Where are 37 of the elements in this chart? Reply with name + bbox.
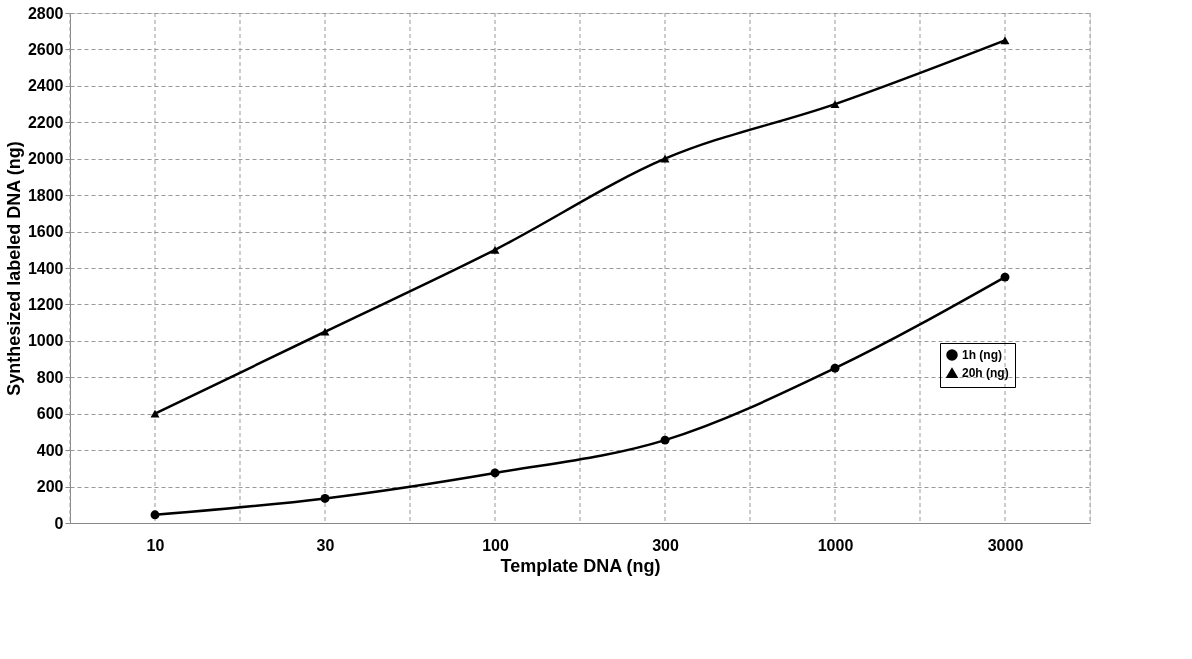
point (320, 493, 330, 503)
y-tick-label: 200 (36, 478, 64, 496)
x-tick-label: 300 (652, 536, 679, 554)
y-tick-label: 0 (54, 514, 64, 532)
point (320, 327, 330, 336)
point (1000, 36, 1010, 45)
x-tick-label: 100 (482, 536, 509, 554)
y-tick-label: 2600 (27, 40, 64, 58)
x-tick-label: 1000 (817, 536, 854, 554)
point (490, 245, 500, 254)
point (150, 510, 160, 520)
x-tick-label: 30 (316, 536, 335, 554)
y-tick-label: 1400 (27, 259, 64, 277)
y-tick-label: 1200 (27, 295, 64, 313)
point (830, 100, 840, 108)
x-tick-label: 10 (146, 536, 165, 554)
y-tick-label: 600 (36, 405, 64, 423)
y-tick-label: 400 (36, 441, 64, 459)
y-tick-label: 2800 (27, 4, 64, 22)
y-tick-label: 1000 (27, 332, 64, 350)
point (830, 363, 840, 373)
y-tick-label: 2000 (27, 150, 64, 168)
y-tick-label: 1600 (27, 223, 64, 241)
y-tick-label: 2400 (27, 77, 64, 95)
x-tick-label: 3000 (987, 536, 1024, 554)
point (1000, 272, 1010, 282)
point (660, 154, 670, 163)
legend-label: 20h (ng) (962, 366, 1009, 380)
point (150, 409, 160, 418)
y-axis-title: Synthesized labeled DNA (ng) (3, 141, 24, 396)
point (490, 468, 500, 478)
x-axis-title: Template DNA (ng) (500, 555, 661, 576)
y-tick-label: 800 (36, 368, 64, 386)
y-tick-label: 1800 (27, 186, 64, 204)
y-tick-label: 2200 (27, 113, 64, 131)
legend-label: 1h (ng) (962, 348, 1002, 362)
point (660, 435, 670, 445)
